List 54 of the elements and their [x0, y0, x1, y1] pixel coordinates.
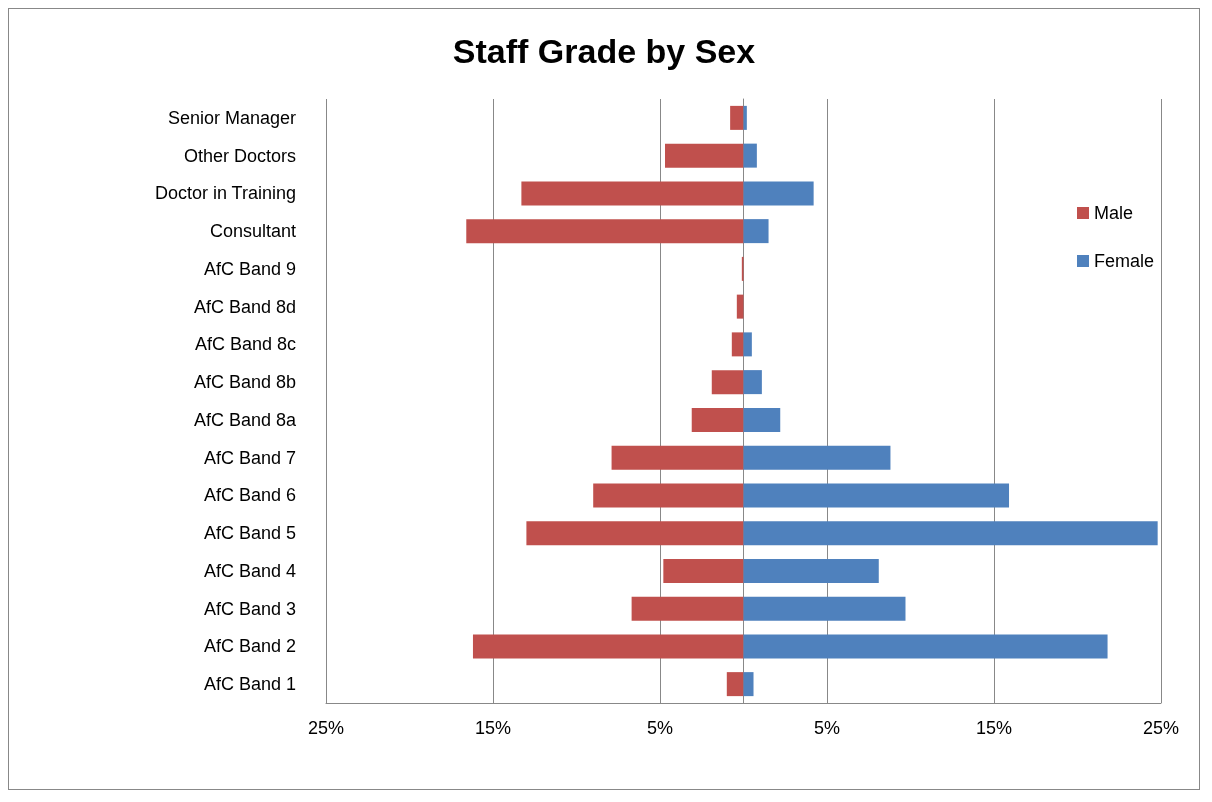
bar: [743, 407, 781, 432]
bar: [665, 143, 744, 168]
y-tick-label: Doctor in Training: [154, 183, 296, 204]
bar: [731, 332, 744, 357]
bar: [743, 332, 752, 357]
y-tick-label: AfC Band 3: [203, 598, 296, 619]
legend-label: Female: [1093, 251, 1155, 271]
bar: [691, 407, 744, 432]
x-tick-label: 25%: [1142, 718, 1180, 738]
bar: [743, 483, 1010, 508]
bar: [466, 219, 744, 244]
chart-title: Staff Grade by Sex: [452, 32, 756, 70]
y-tick-label: AfC Band 1: [203, 674, 296, 695]
x-tick-label: 15%: [975, 718, 1013, 738]
bar: [743, 445, 891, 470]
bar: [730, 105, 744, 130]
x-tick-label: 5%: [646, 718, 674, 738]
y-tick-label: AfC Band 8a: [193, 409, 297, 430]
bar: [711, 370, 744, 395]
y-tick-label: AfC Band 8b: [193, 372, 296, 393]
y-tick-label: Senior Manager: [167, 107, 296, 128]
y-tick-label: AfC Band 9: [203, 258, 296, 279]
bar: [521, 181, 744, 206]
legend-label: Male: [1093, 203, 1133, 223]
y-tick-label: AfC Band 8d: [193, 296, 296, 317]
bar: [726, 672, 744, 697]
bar: [663, 558, 744, 583]
y-tick-label: AfC Band 8c: [194, 334, 296, 355]
bar: [593, 483, 744, 508]
y-tick-label: AfC Band 6: [203, 485, 296, 506]
bar: [743, 105, 747, 130]
bar: [611, 445, 744, 470]
y-tick-label: AfC Band 5: [203, 523, 296, 544]
bar: [526, 521, 744, 546]
bar: [743, 596, 906, 621]
bar: [743, 634, 1108, 659]
bar: [743, 672, 754, 697]
bar: [743, 143, 757, 168]
bar: [743, 370, 762, 395]
x-tick-label: 25%: [307, 718, 345, 738]
bar: [743, 181, 814, 206]
bar: [736, 294, 744, 319]
y-tick-label: AfC Band 7: [203, 447, 296, 468]
bar: [743, 521, 1158, 546]
bar: [472, 634, 744, 659]
bar: [743, 219, 769, 244]
y-tick-label: Other Doctors: [183, 145, 296, 166]
bar: [631, 596, 744, 621]
x-tick-label: 15%: [474, 718, 512, 738]
y-tick-label: AfC Band 4: [203, 560, 296, 581]
y-tick-label: AfC Band 2: [203, 636, 296, 657]
bar: [743, 558, 879, 583]
y-tick-label: Consultant: [209, 221, 296, 242]
x-tick-label: 5%: [813, 718, 841, 738]
